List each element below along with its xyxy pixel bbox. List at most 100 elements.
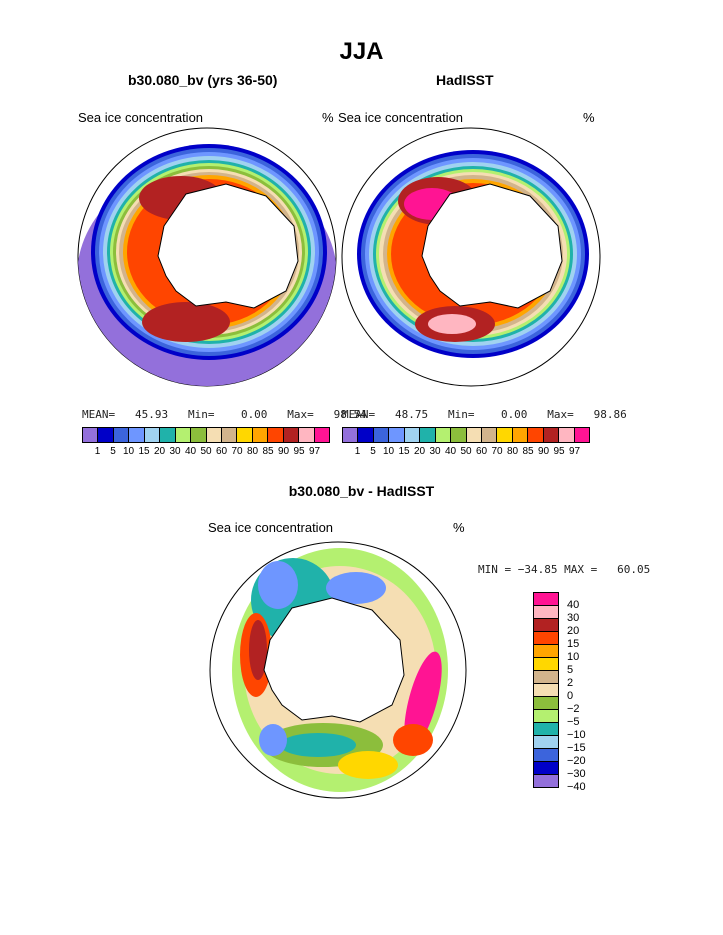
right-polar-map	[341, 127, 601, 387]
colorbar-swatch	[534, 762, 558, 775]
right-stats: MEAN= 48.75 Min= 0.00 Max= 98.86	[342, 408, 627, 421]
colorbar-swatch	[373, 428, 390, 442]
colorbar-tick-label: −2	[567, 703, 580, 715]
colorbar-tick-label: 40	[567, 599, 580, 611]
colorbar-swatch	[206, 428, 222, 442]
left-colorbar-ticks: 1 5 10 15 20 30 40 50 60 70 80 85 90 95 97	[82, 446, 330, 460]
colorbar-swatch	[534, 619, 558, 632]
colorbar-swatch	[534, 606, 558, 619]
left-stats: MEAN= 45.93 Min= 0.00 Max= 98.54	[82, 408, 367, 421]
colorbar-swatch	[343, 428, 359, 442]
colorbar-swatch	[144, 428, 161, 442]
colorbar-swatch	[534, 658, 558, 671]
colorbar-tick-label: 5	[110, 446, 116, 457]
colorbar-swatch	[451, 428, 467, 442]
colorbar-tick-label: 20	[567, 625, 580, 637]
colorbar-tick-label: 30	[429, 446, 441, 457]
colorbar-tick-label: 80	[506, 446, 519, 457]
colorbar-swatch	[534, 593, 558, 606]
colorbar-tick-label: 70	[231, 446, 243, 457]
diff-colorbar	[533, 592, 559, 788]
colorbar-swatch	[534, 684, 558, 697]
colorbar-swatch	[83, 428, 99, 442]
left-unit-label: %	[322, 110, 334, 125]
colorbar-swatch	[314, 428, 329, 442]
colorbar-tick-label: 97	[568, 446, 581, 457]
colorbar-tick-label: 40	[444, 446, 457, 457]
colorbar-tick-label: 1	[94, 446, 101, 457]
colorbar-tick-label: 40	[184, 446, 197, 457]
colorbar-tick-label: 20	[413, 446, 426, 457]
colorbar-swatch	[160, 428, 176, 442]
left-panel-title: b30.080_bv (yrs 36-50)	[128, 72, 278, 88]
colorbar-swatch	[358, 428, 374, 442]
colorbar-swatch	[534, 723, 558, 736]
colorbar-tick-label: 95	[293, 446, 305, 457]
colorbar-swatch	[389, 428, 405, 442]
colorbar-swatch	[534, 736, 558, 749]
colorbar-tick-label: 15	[567, 638, 580, 650]
colorbar-tick-label: −10	[567, 729, 586, 741]
colorbar-swatch	[534, 632, 558, 645]
colorbar-tick-label: 30	[169, 446, 181, 457]
colorbar-tick-label: 90	[537, 446, 550, 457]
colorbar-swatch	[420, 428, 436, 442]
left-colorbar	[82, 427, 330, 443]
colorbar-tick-label: 1	[354, 446, 361, 457]
colorbar-swatch	[252, 428, 269, 442]
colorbar-swatch	[543, 428, 560, 442]
colorbar-tick-label: 97	[308, 446, 321, 457]
colorbar-tick-label: 30	[567, 612, 580, 624]
left-variable-label: Sea ice concentration	[78, 110, 204, 125]
colorbar-tick-label: 2	[567, 677, 574, 689]
colorbar-tick-label: −40	[567, 781, 586, 793]
colorbar-swatch	[534, 697, 558, 710]
colorbar-swatch	[534, 671, 558, 684]
colorbar-swatch	[268, 428, 284, 442]
colorbar-tick-label: 50	[200, 446, 212, 457]
right-panel-title: HadISST	[436, 72, 494, 88]
colorbar-swatch	[237, 428, 253, 442]
colorbar-swatch	[512, 428, 529, 442]
colorbar-swatch	[221, 428, 238, 442]
diff-variable-label: Sea ice concentration	[208, 520, 334, 535]
colorbar-tick-label: −5	[567, 716, 580, 728]
colorbar-swatch	[175, 428, 192, 442]
diff-colorbar-ticks: 40 30 20 15 10 5 2 0 −2 −5 −10 −15 −20 −30 −40	[567, 592, 627, 793]
colorbar-tick-label: 80	[246, 446, 259, 457]
colorbar-swatch	[191, 428, 207, 442]
colorbar-swatch	[299, 428, 315, 442]
colorbar-tick-label: 15	[138, 446, 150, 457]
colorbar-swatch	[497, 428, 513, 442]
colorbar-tick-label: 85	[522, 446, 534, 457]
diff-polar-map	[209, 541, 467, 799]
colorbar-swatch	[534, 710, 558, 723]
colorbar-swatch	[404, 428, 421, 442]
colorbar-swatch	[574, 428, 589, 442]
colorbar-swatch	[534, 749, 558, 762]
colorbar-tick-label: −20	[567, 755, 586, 767]
colorbar-tick-label: 5	[370, 446, 376, 457]
colorbar-tick-label: 70	[491, 446, 503, 457]
diff-unit-label: %	[453, 520, 465, 535]
colorbar-swatch	[466, 428, 482, 442]
colorbar-tick-label: −30	[567, 768, 586, 780]
colorbar-swatch	[534, 775, 558, 787]
colorbar-swatch	[283, 428, 300, 442]
colorbar-tick-label: 10	[122, 446, 135, 457]
diff-panel-title: b30.080_bv - HadISST	[288, 483, 435, 499]
colorbar-swatch	[559, 428, 575, 442]
colorbar-tick-label: 85	[262, 446, 274, 457]
colorbar-tick-label: −15	[567, 742, 586, 754]
colorbar-tick-label: 95	[553, 446, 565, 457]
colorbar-swatch	[98, 428, 114, 442]
colorbar-swatch	[481, 428, 498, 442]
right-unit-label: %	[583, 110, 595, 125]
colorbar-swatch	[113, 428, 130, 442]
colorbar-tick-label: 0	[567, 690, 574, 702]
colorbar-swatch	[435, 428, 452, 442]
colorbar-tick-label: 50	[460, 446, 472, 457]
colorbar-tick-label: 10	[567, 651, 580, 663]
colorbar-tick-label: 20	[153, 446, 166, 457]
colorbar-swatch	[534, 645, 558, 658]
